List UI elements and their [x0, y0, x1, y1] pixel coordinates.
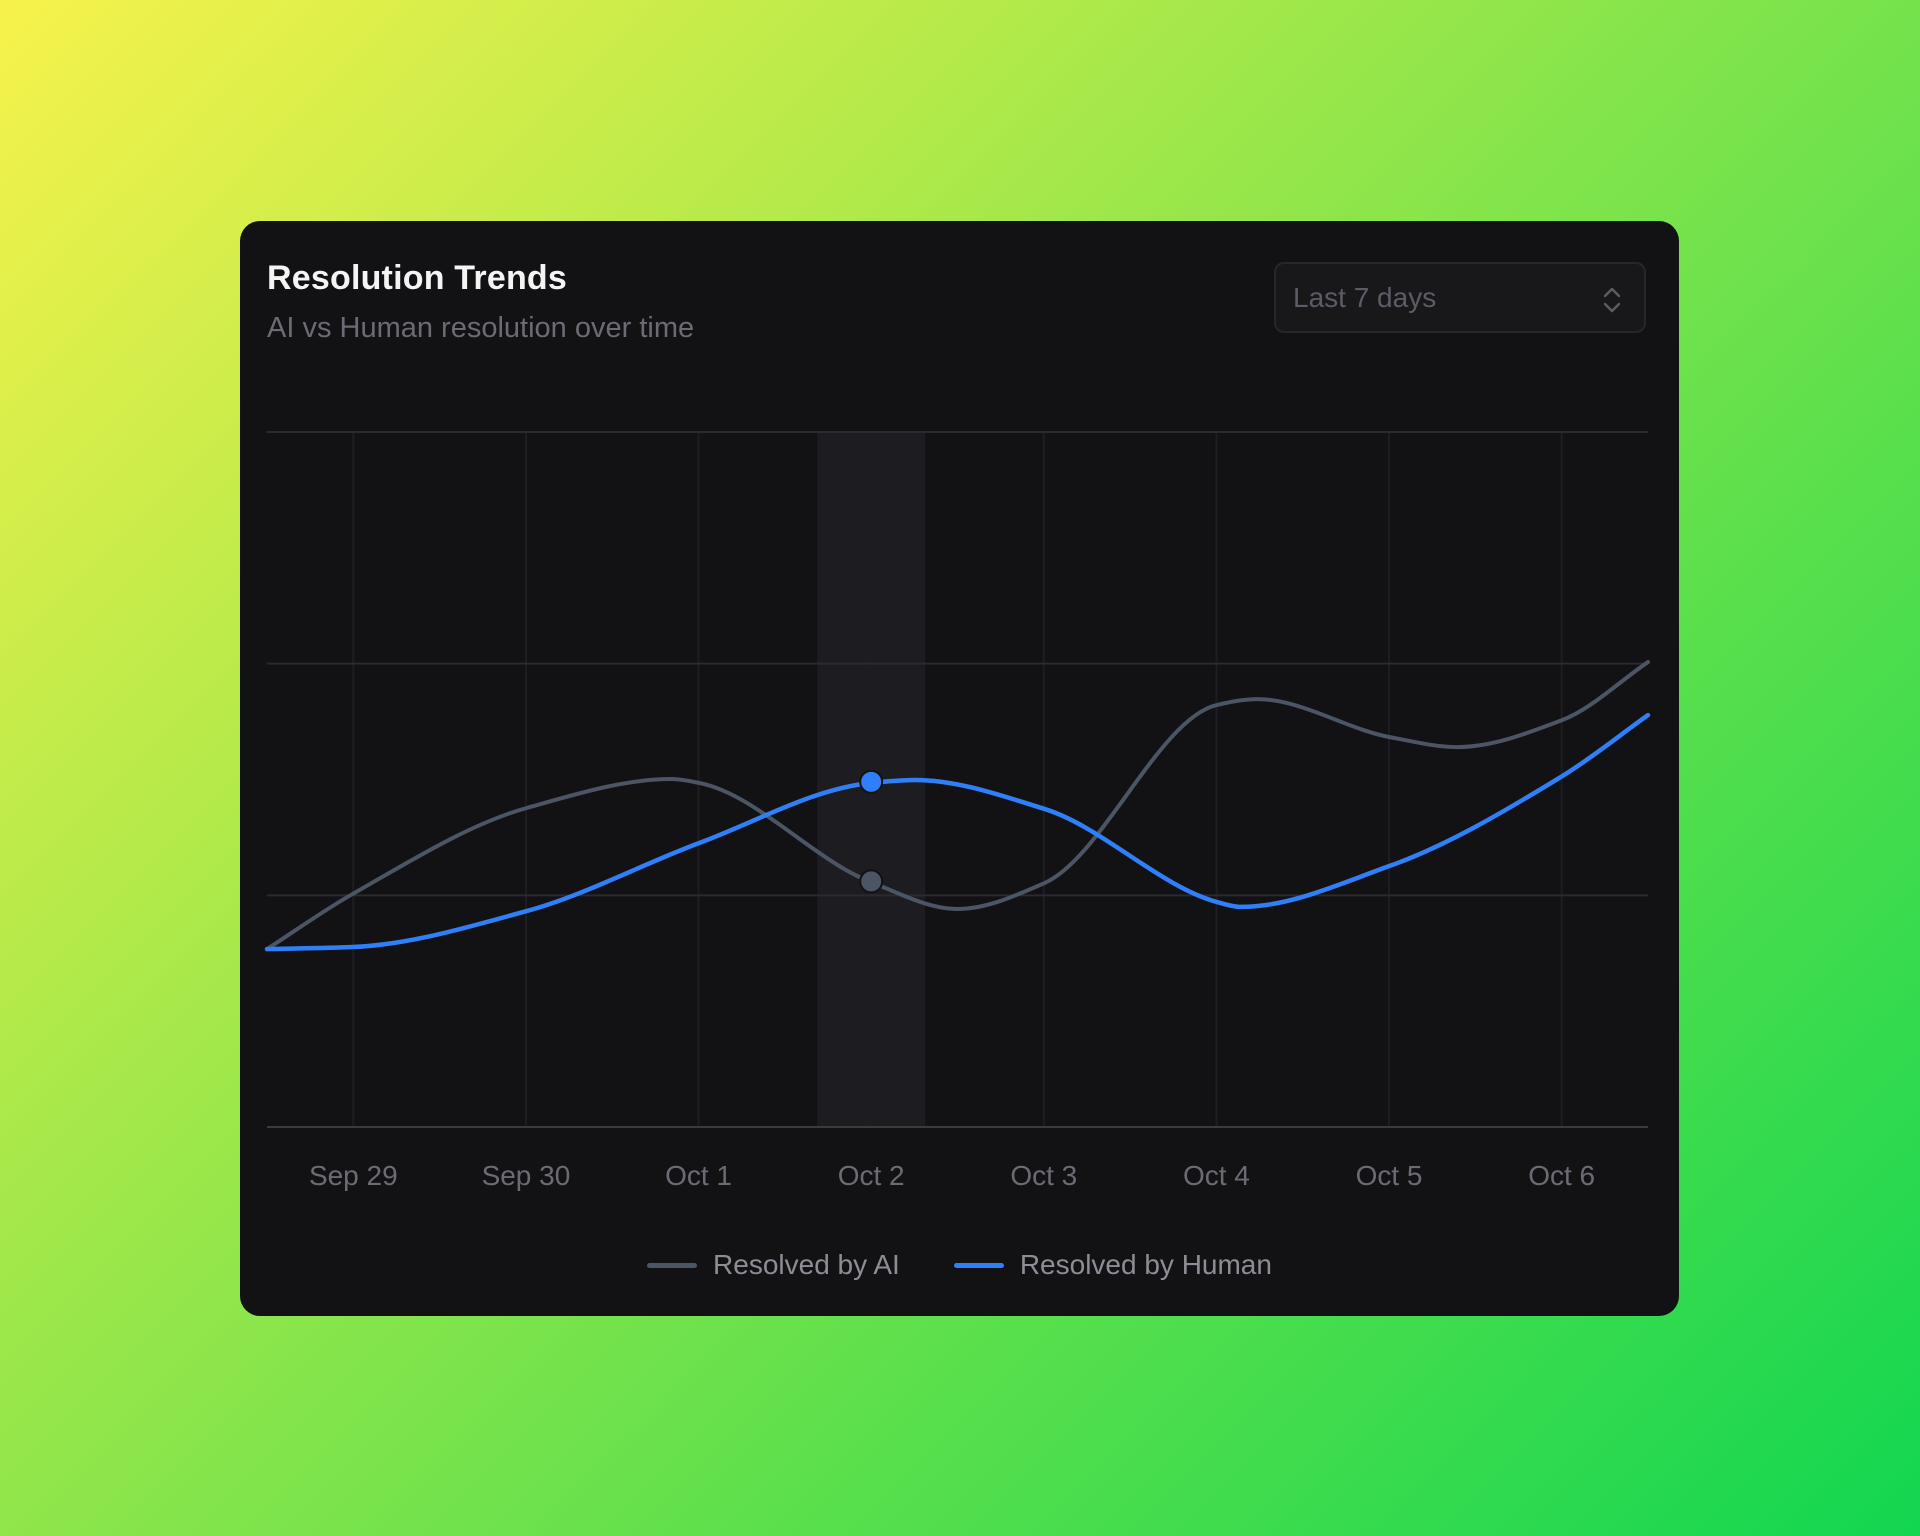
x-axis-label: Oct 1: [665, 1160, 732, 1191]
legend-line-human-icon: [953, 1262, 1004, 1268]
line-resolved-by-human[interactable]: [264, 712, 1651, 952]
x-axis-label: Oct 6: [1528, 1160, 1595, 1191]
active-dot-human: [859, 769, 884, 794]
card-title: Resolution Trends: [267, 259, 567, 297]
chart-legend: Resolved by AI Resolved by Human: [240, 1243, 1679, 1287]
horizontal-gridlines: [267, 431, 1648, 1128]
resolution-trends-card: Resolution Trends AI vs Human resolution…: [240, 221, 1679, 1316]
legend-label-human: Resolved by Human: [1019, 1249, 1272, 1280]
date-range-select[interactable]: Last 7 days: [1274, 262, 1646, 333]
x-axis-label: Oct 3: [1010, 1160, 1077, 1191]
card-subtitle: AI vs Human resolution over time: [267, 312, 695, 344]
x-axis-label: Sep 29: [309, 1160, 398, 1191]
x-axis-label: Oct 4: [1183, 1160, 1250, 1191]
line-resolved-by-ai[interactable]: [265, 660, 1650, 952]
x-axis-label: Oct 5: [1356, 1160, 1423, 1191]
chevron-up-down-icon: [1603, 287, 1621, 313]
x-axis-label: Sep 30: [482, 1160, 571, 1191]
x-axis-label: Oct 2: [838, 1160, 905, 1191]
date-range-select-value: Last 7 days: [1293, 282, 1437, 313]
legend-item-ai[interactable]: Resolved by AI: [647, 1249, 900, 1281]
line-chart[interactable]: Sep 29 Sep 30 Oct 1 Oct 2 Oct 3 Oct 4 Oct 5 Oct…: [240, 221, 1679, 1221]
legend-item-human[interactable]: Resolved by Human: [953, 1249, 1272, 1281]
active-dot-ai: [859, 869, 884, 894]
legend-line-ai-icon: [647, 1262, 698, 1268]
x-axis: Sep 29 Sep 30 Oct 1 Oct 2 Oct 3 Oct 4 Oct 5 Oct…: [309, 1160, 1595, 1191]
legend-label-ai: Resolved by AI: [713, 1249, 900, 1280]
vertical-gridlines: [352, 432, 1563, 1127]
